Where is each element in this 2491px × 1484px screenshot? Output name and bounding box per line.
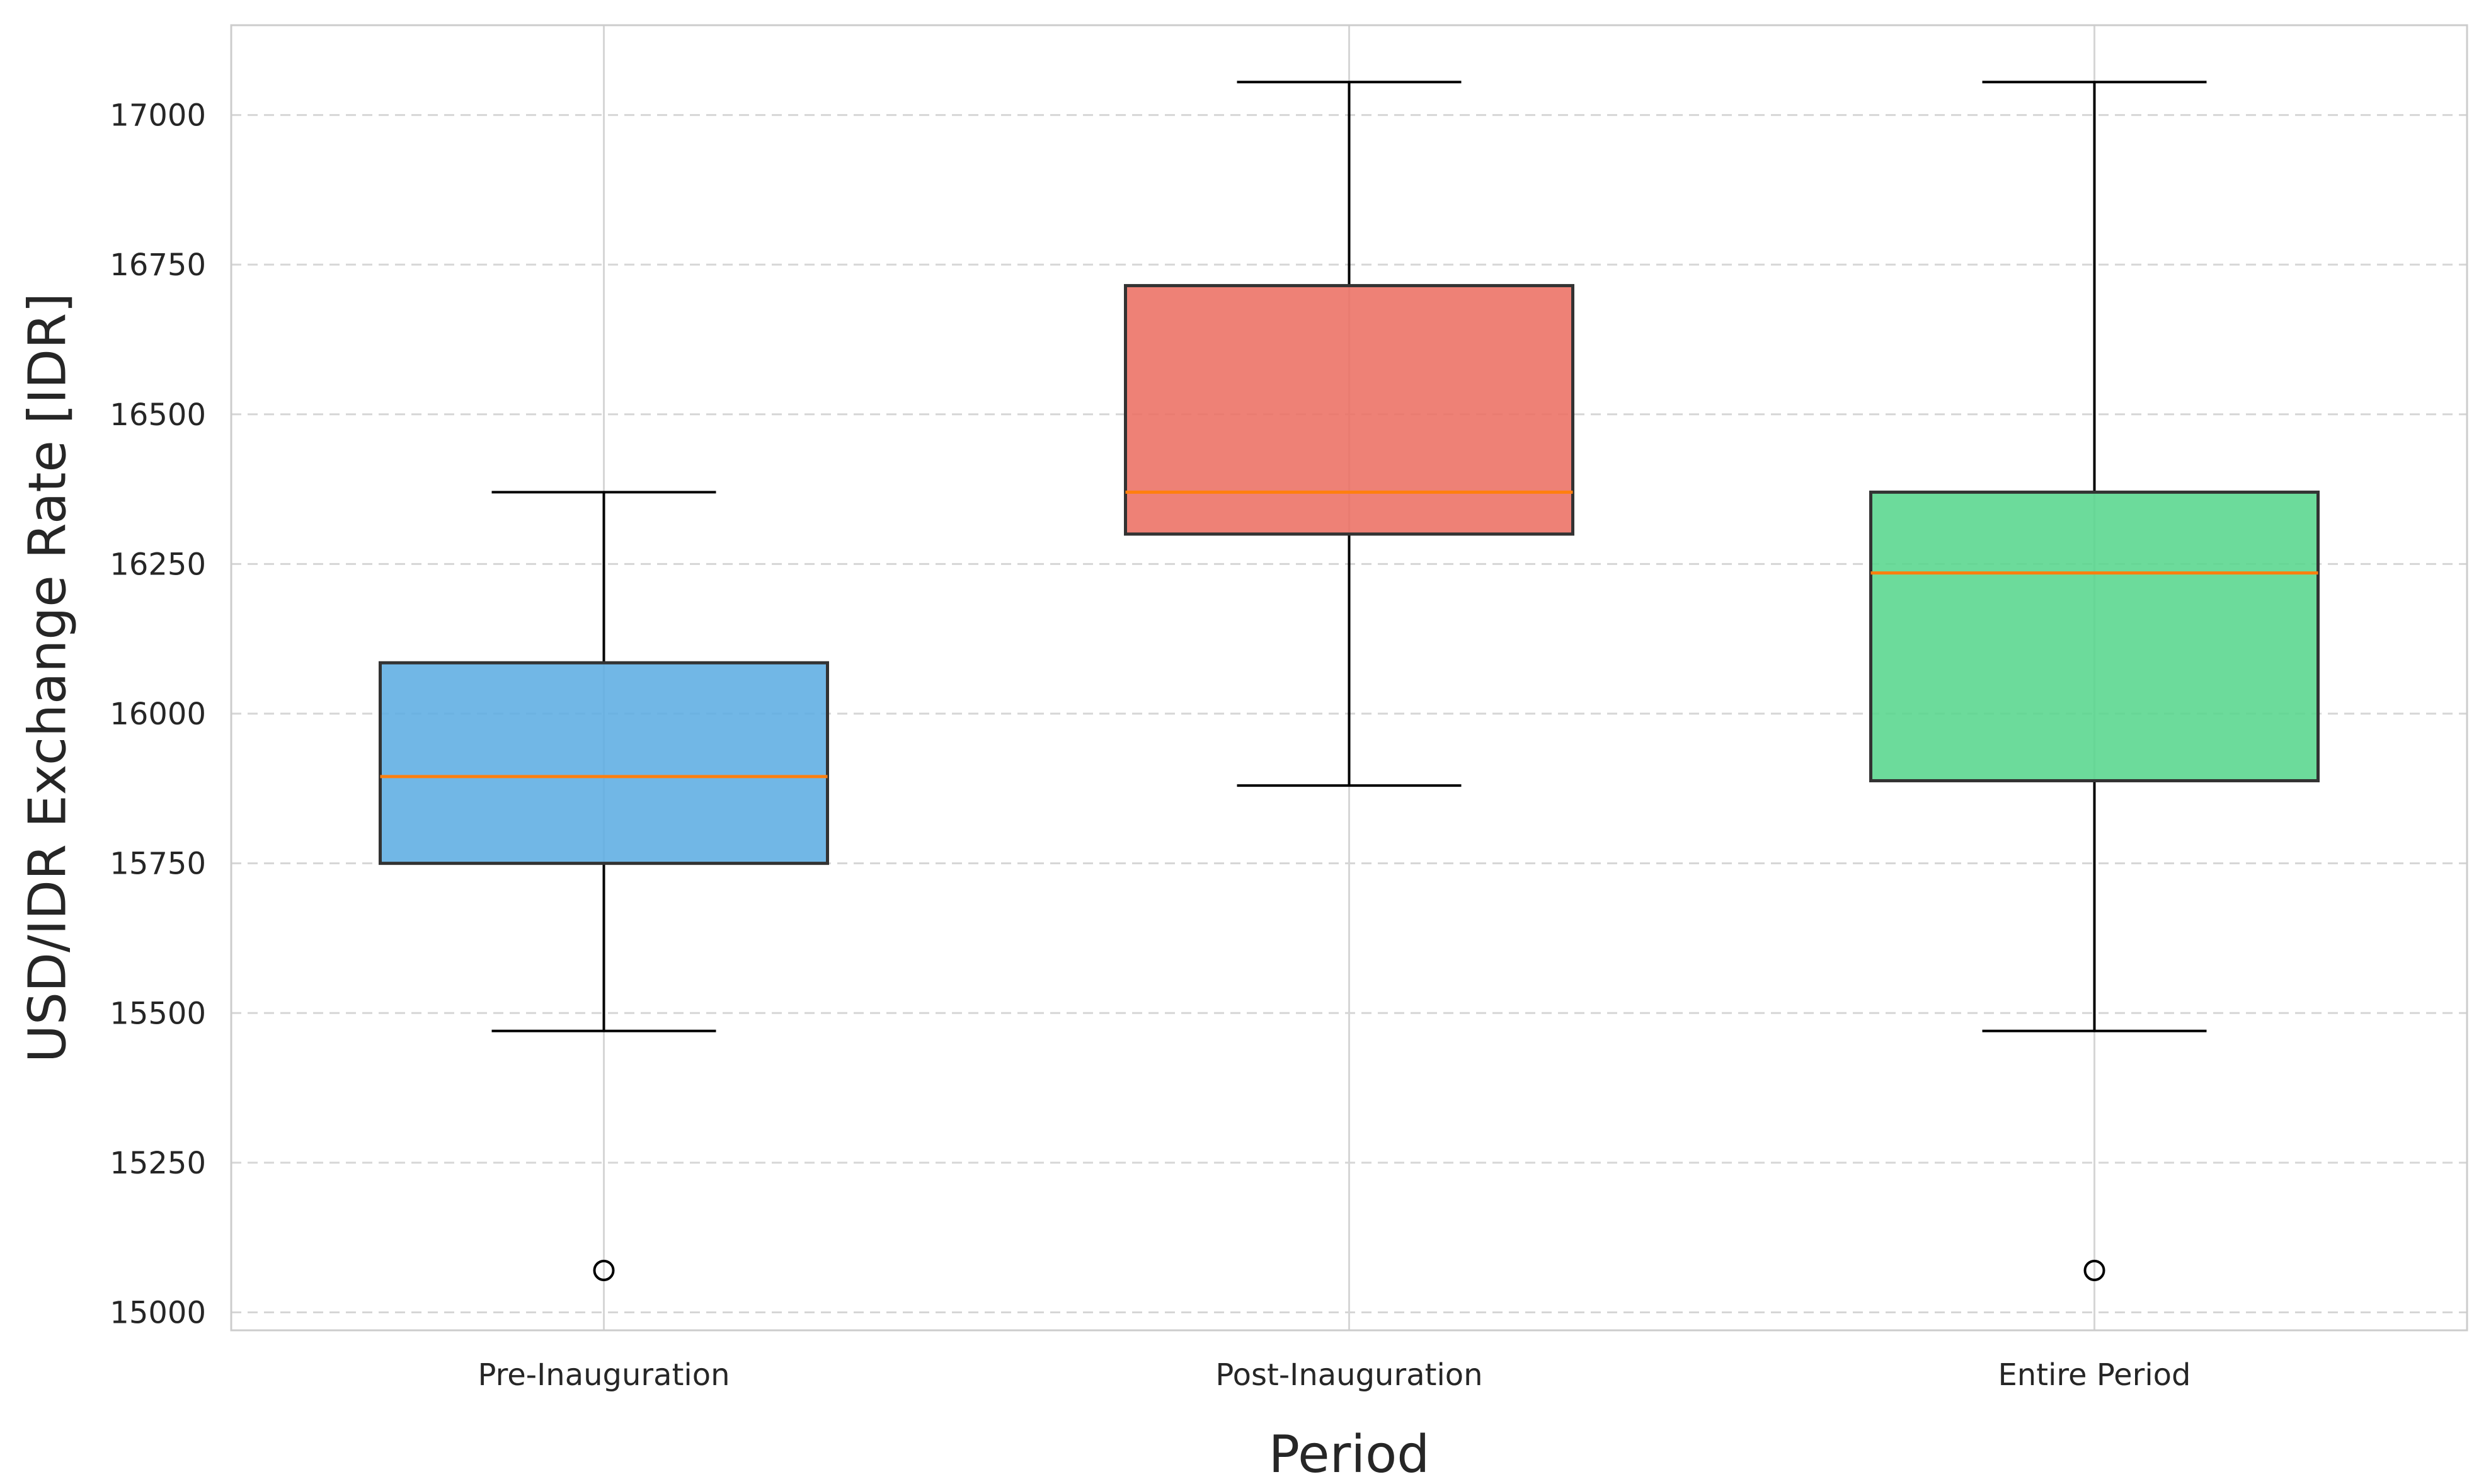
y-tick-label: 15250 (110, 1146, 206, 1181)
y-tick-label: 17000 (110, 98, 206, 134)
y-tick-label: 15000 (110, 1295, 206, 1330)
outlier-point (593, 1259, 615, 1281)
x-axis-label: Period (1269, 1425, 1430, 1481)
y-tick-label: 16750 (110, 248, 206, 283)
y-tick-label: 15500 (110, 996, 206, 1031)
x-tick-label: Pre-Inauguration (478, 1357, 730, 1393)
box-group (1869, 81, 2320, 1281)
tick-labels: 15000 15250 15500 15750 16000 16250 16500 16750… (110, 98, 2190, 1393)
y-axis-label: USD/IDR Exchange Rate [IDR] (18, 293, 78, 1063)
y-tick-label: 16500 (110, 397, 206, 433)
box-group (379, 491, 829, 1281)
y-tick-label: 16250 (110, 547, 206, 582)
plot-frame (230, 24, 2468, 1332)
y-tick-label: 16000 (110, 697, 206, 732)
outlier-point (2083, 1259, 2105, 1281)
iqr-box (379, 661, 829, 865)
iqr-box (1124, 283, 1574, 536)
x-tick-label: Post-Inauguration (1215, 1357, 1482, 1393)
box-group (1124, 81, 1574, 787)
iqr-box (1869, 490, 2320, 782)
x-tick-label: Entire Period (1998, 1357, 2190, 1393)
y-tick-label: 15750 (110, 847, 206, 882)
box-series (379, 81, 2320, 1281)
